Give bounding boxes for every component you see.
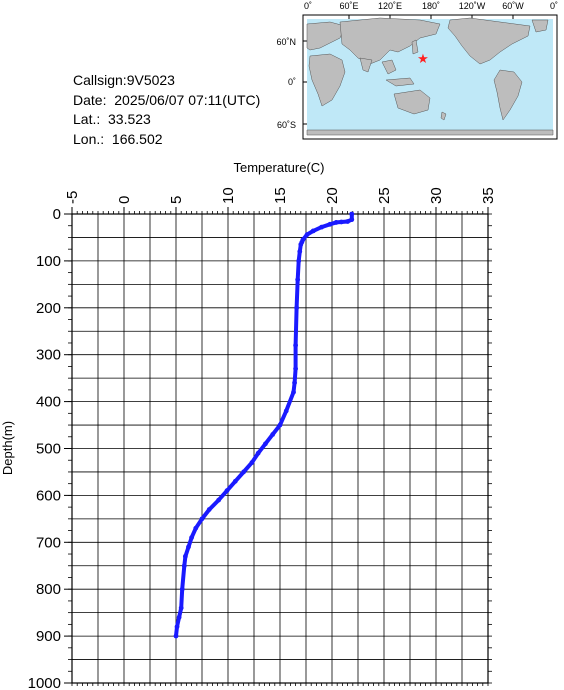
map-lat-label: 0˚ (288, 77, 296, 87)
profile-point (178, 605, 184, 611)
map-lon-label: 180˚ (422, 1, 440, 11)
x-tick-label: 0 (116, 196, 133, 204)
y-tick-label: 300 (36, 347, 61, 364)
x-axis-title: Temperature(C) (233, 160, 324, 175)
temperature-profile-points (173, 211, 355, 639)
profile-point (206, 507, 212, 512)
x-tick-label: 10 (220, 187, 237, 204)
x-tick-labels: -5 0 5 10 15 20 25 30 35 (64, 187, 497, 204)
y-axis-title: Depth(m) (0, 421, 15, 475)
profile-point (216, 497, 222, 503)
y-tick-label: 700 (36, 534, 61, 551)
map-land (306, 17, 554, 136)
x-tick-label: 25 (376, 187, 393, 204)
y-tick-label: 800 (36, 581, 61, 598)
profile-point (249, 460, 255, 465)
profile-point (255, 450, 261, 456)
profile-point (181, 563, 187, 569)
profile-point (296, 258, 302, 264)
x-tick-label: 30 (428, 187, 445, 204)
profile-point (199, 516, 205, 522)
profile-point (338, 219, 344, 225)
profile-point (327, 221, 333, 227)
profile-info: Callsign:9V5023 Date: 2025/06/07 07:11(U… (73, 71, 260, 149)
y-tick-label: 400 (36, 394, 61, 411)
longitude-text: Lon.: 166.502 (73, 130, 163, 147)
profile-point (291, 389, 296, 395)
map-lon-label: 120˚E (378, 1, 402, 11)
profile-point (174, 624, 180, 630)
y-tick-label: 100 (36, 253, 61, 270)
world-map: 0˚ 60˚E 120˚E 180˚ 120˚W 60˚W 0˚ 60˚N 0˚… (276, 1, 558, 140)
profile-point (345, 219, 350, 224)
map-lon-label: 60˚W (502, 1, 524, 11)
profile-point (232, 478, 238, 484)
map-lat-label: 60˚N (276, 37, 296, 47)
x-tick-label: 20 (324, 187, 341, 204)
x-tick-label: 35 (480, 187, 497, 204)
y-tick-label: 500 (36, 441, 61, 458)
profile-point (349, 211, 355, 217)
profile-point (333, 220, 339, 225)
callsign-text: Callsign:9V5023 (73, 72, 175, 88)
red-star-icon: ★ (417, 51, 429, 66)
map-lat-label: 60˚S (277, 120, 296, 130)
latitude-text: Lat.: 33.523 (73, 111, 151, 127)
plot-frame (71, 213, 489, 684)
profile-point (277, 422, 283, 428)
profile-point (186, 544, 191, 550)
profile-point (263, 441, 268, 447)
profile-point (189, 535, 195, 541)
profile-point (349, 217, 355, 223)
profile-point (176, 614, 182, 620)
profile-point (310, 228, 316, 234)
profile-point (270, 432, 276, 437)
profile-point (173, 633, 179, 639)
profile-point (295, 277, 301, 283)
profile-point (298, 242, 304, 247)
y-tick-label: 1000 (28, 675, 61, 690)
x-tick-label: 5 (168, 196, 185, 204)
profile-point (193, 525, 199, 531)
map-lon-label: 60˚E (339, 1, 358, 11)
y-tick-labels: 0 100 200 300 400 500 600 700 800 900 1000 (28, 206, 61, 690)
map-lon-label: 0˚ (550, 1, 558, 11)
profile-point (293, 342, 298, 348)
chart-ticks (64, 207, 492, 686)
profile-point (179, 586, 185, 592)
date-text: Date: 2025/06/07 07:11(UTC) (73, 91, 261, 108)
x-tick-label: 15 (272, 187, 289, 204)
chart-grid (71, 213, 489, 684)
profile-point (182, 553, 188, 559)
y-tick-label: 0 (53, 206, 61, 223)
y-tick-label: 600 (36, 487, 61, 504)
map-lon-label: 0˚ (304, 1, 312, 11)
profile-point (304, 232, 310, 238)
profile-point (297, 249, 303, 254)
y-tick-label: 900 (36, 628, 61, 645)
profile-point (293, 366, 298, 372)
y-tick-label: 200 (36, 300, 61, 317)
profile-point (224, 488, 230, 494)
x-tick-label: -5 (64, 191, 81, 204)
profile-point (319, 224, 324, 230)
profile-point (283, 408, 289, 414)
profile-point (292, 380, 297, 386)
map-lon-label: 120˚W (459, 1, 486, 11)
profile-point (241, 469, 247, 475)
profile-point (294, 305, 300, 311)
